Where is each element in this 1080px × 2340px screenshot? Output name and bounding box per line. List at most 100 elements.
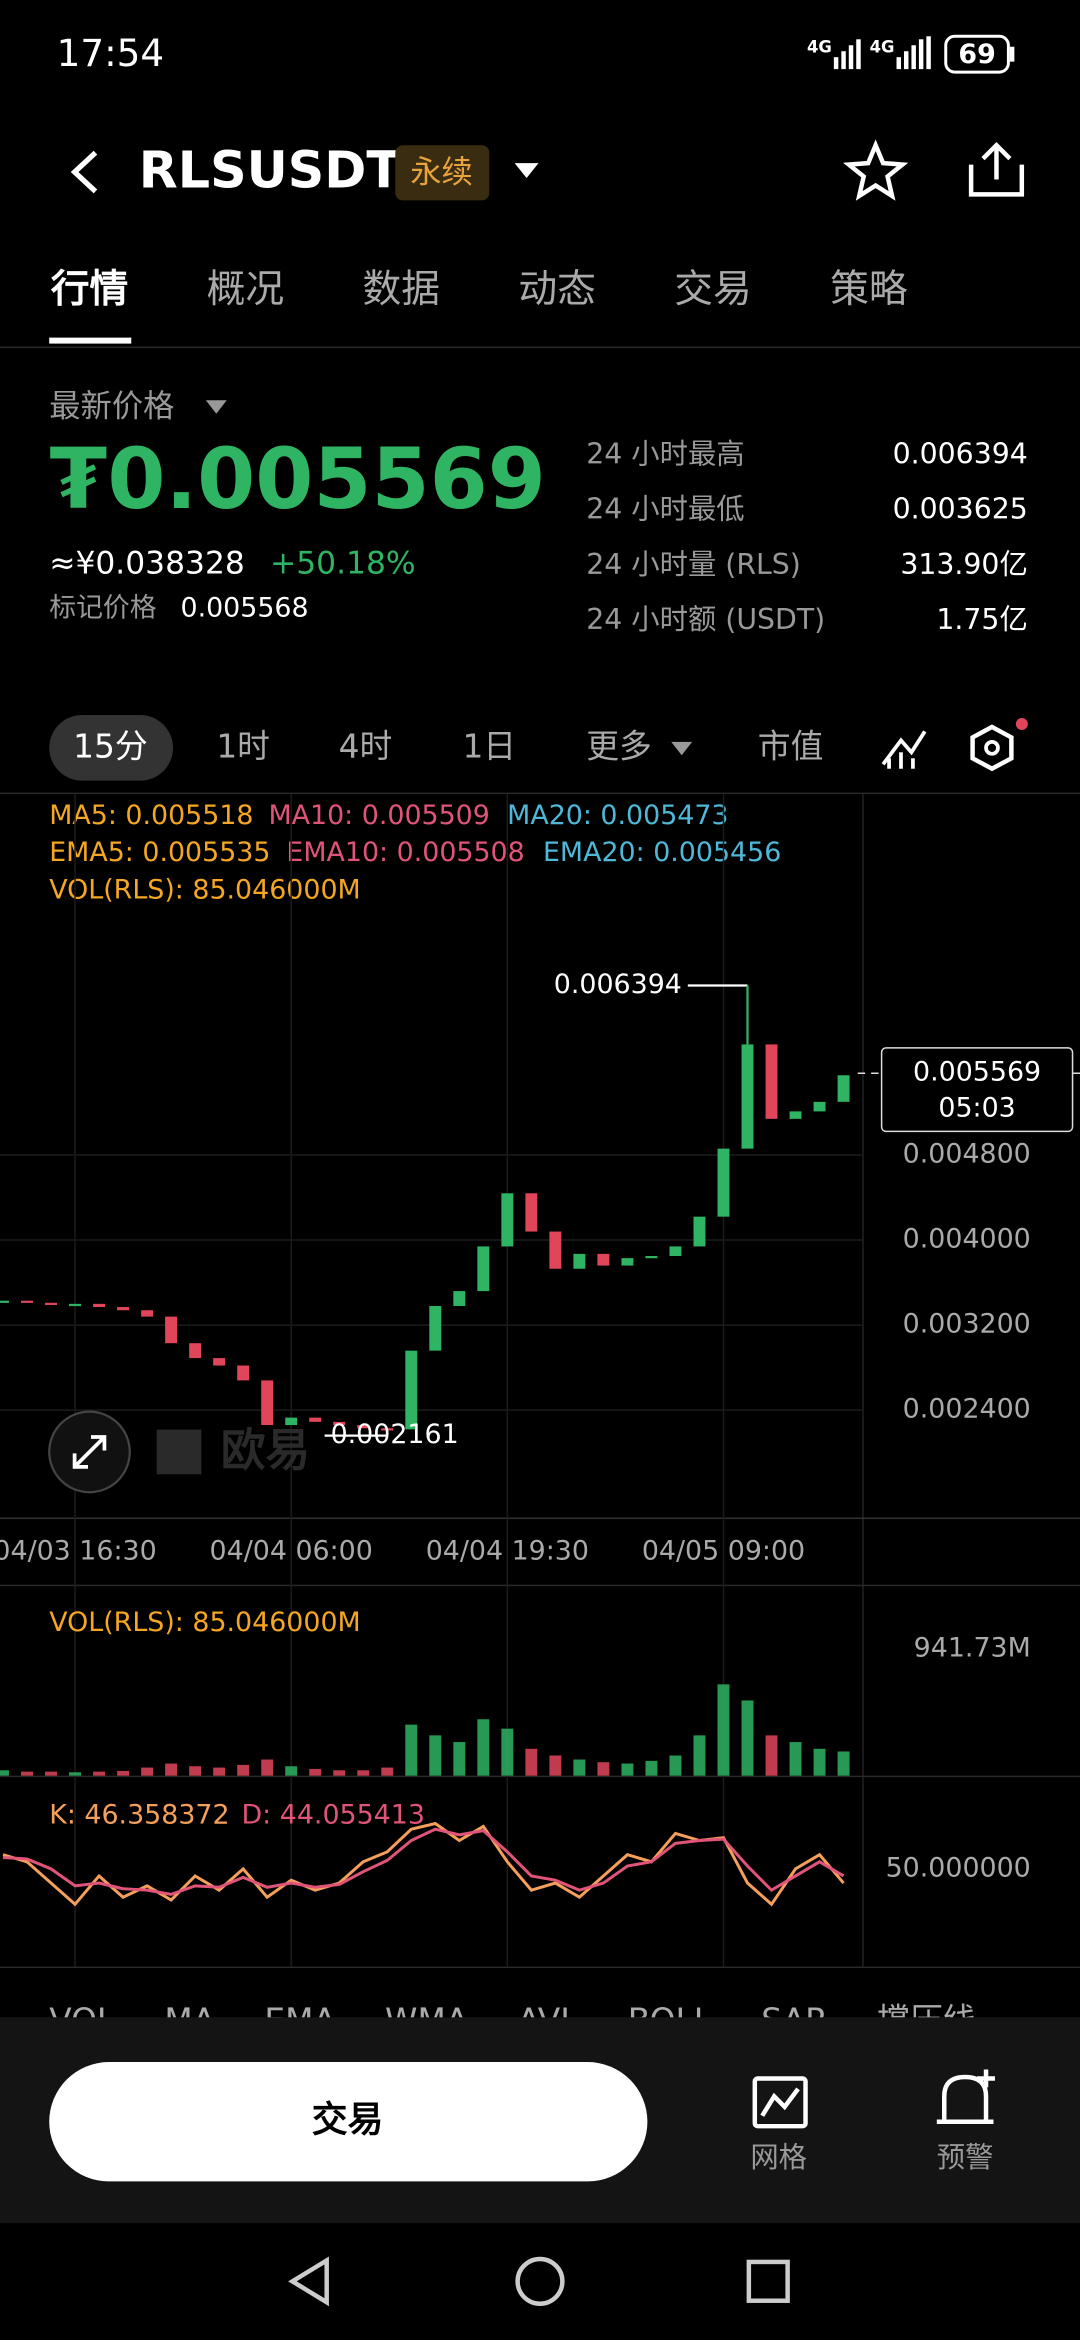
tab[interactable]: 行情 <box>51 267 129 312</box>
interval[interactable]: 4时 <box>339 727 393 765</box>
indicator-legend: MA5: 0.005518 <box>49 800 253 831</box>
candle <box>717 1148 730 1217</box>
interval[interactable]: 更多 <box>586 727 652 765</box>
favorite-button[interactable] <box>842 139 909 201</box>
candle <box>69 1303 81 1307</box>
legend-entry: K: 46.358372 <box>49 1799 229 1830</box>
last-price-label: 0.005569 <box>913 1057 1041 1088</box>
volume-bar <box>405 1724 418 1776</box>
volume-bar <box>21 1771 33 1776</box>
volume-bar <box>501 1728 514 1776</box>
fullscreen-icon <box>72 1435 107 1469</box>
stat-label: 24 小时额 (USDT) <box>586 603 825 636</box>
divider <box>0 1584 1080 1587</box>
nav-back[interactable] <box>288 2256 329 2307</box>
share-button[interactable] <box>968 142 1025 197</box>
y-tick-label: 0.004000 <box>903 1224 1031 1255</box>
price-dropdown[interactable] <box>205 400 227 414</box>
y-tick-label: 0.004800 <box>903 1138 1031 1169</box>
countdown: 05:03 <box>938 1093 1015 1124</box>
volume-bar <box>669 1755 682 1776</box>
alert-icon[interactable] <box>936 2069 995 2124</box>
x-tick-label: 04/04 06:00 <box>210 1535 373 1566</box>
indicator-button[interactable] <box>881 730 927 769</box>
grid-label[interactable]: 网格 <box>750 2141 807 2174</box>
price-label: 最新价格 <box>49 389 174 425</box>
nav-recent[interactable] <box>746 2259 790 2303</box>
volume-bar <box>717 1684 730 1776</box>
alert-label[interactable]: 预警 <box>937 2141 994 2174</box>
candle <box>357 1425 370 1429</box>
volume-bar <box>741 1700 754 1776</box>
candle <box>429 1305 442 1351</box>
time: 17:54 <box>57 31 164 75</box>
volume-bar <box>837 1751 850 1776</box>
trade-button[interactable] <box>49 2062 648 2182</box>
tab[interactable]: 动态 <box>518 267 596 312</box>
volume-bar <box>381 1767 394 1776</box>
y-tick-label: 50.000000 <box>886 1852 1031 1883</box>
stat-label: 24 小时最高 <box>586 437 744 470</box>
candle <box>597 1253 610 1266</box>
interval[interactable]: 1时 <box>216 727 270 765</box>
trade-label: 交易 <box>312 2099 384 2141</box>
indicator-legend: MA20: 0.005473 <box>507 800 728 831</box>
notice-dot <box>1015 718 1028 730</box>
candle <box>237 1365 250 1381</box>
volume-bar <box>237 1764 250 1776</box>
nav-home[interactable] <box>515 2256 565 2306</box>
tab[interactable]: 概况 <box>207 267 285 312</box>
candle <box>213 1358 226 1366</box>
volume-bar <box>549 1755 562 1776</box>
mark-label: 标记价格 <box>49 593 157 624</box>
volume-bar <box>309 1768 322 1776</box>
tab[interactable]: 数据 <box>362 267 440 312</box>
symbol-dropdown[interactable] <box>514 163 539 179</box>
tab[interactable]: 策略 <box>830 267 908 312</box>
back-button[interactable] <box>70 150 98 194</box>
indicator-legend: EMA10: 0.005508 <box>286 837 524 868</box>
signal <box>833 39 861 70</box>
watermark: 欧易 <box>156 1423 311 1476</box>
candle <box>765 1044 778 1119</box>
axis-line <box>0 1517 1080 1520</box>
grid-icon[interactable] <box>752 2076 808 2129</box>
candle <box>741 1044 754 1149</box>
volume-bar <box>645 1760 658 1776</box>
more-dropdown[interactable] <box>671 741 693 756</box>
interval[interactable]: 1日 <box>462 727 516 765</box>
settings-button[interactable] <box>970 724 1014 772</box>
watermark-text: 欧易 <box>221 1423 311 1476</box>
symbol[interactable]: RLSUSDT <box>139 141 402 200</box>
divider <box>0 1966 1080 1969</box>
candle <box>789 1111 802 1119</box>
interval[interactable]: 15分 <box>73 727 148 765</box>
badge-text: 永续 <box>410 155 473 191</box>
stat-label: 24 小时最低 <box>586 493 744 526</box>
volume-bar <box>93 1771 106 1776</box>
interval[interactable]: 市值 <box>758 727 824 765</box>
low-label: 0.002161 <box>331 1419 459 1450</box>
battery <box>944 34 1010 74</box>
x-tick-label: 04/05 09:00 <box>642 1535 805 1566</box>
candle <box>573 1253 586 1269</box>
candle <box>501 1193 514 1247</box>
stat-value: 1.75亿 <box>936 603 1027 636</box>
indicator-legend: EMA5: 0.005535 <box>49 837 270 868</box>
candle <box>693 1216 706 1247</box>
stat-value: 0.006394 <box>893 437 1028 470</box>
signal <box>896 36 931 70</box>
candle <box>405 1350 418 1430</box>
volume-bar <box>429 1735 442 1776</box>
battery-level: 69 <box>958 39 995 70</box>
candle <box>165 1316 178 1344</box>
tab[interactable]: 交易 <box>674 267 752 312</box>
candle <box>0 1300 9 1303</box>
volume-bar <box>573 1759 586 1776</box>
candle <box>645 1256 658 1259</box>
x-tick-label: 04/04 19:30 <box>426 1535 589 1566</box>
volume-bar <box>69 1772 81 1776</box>
